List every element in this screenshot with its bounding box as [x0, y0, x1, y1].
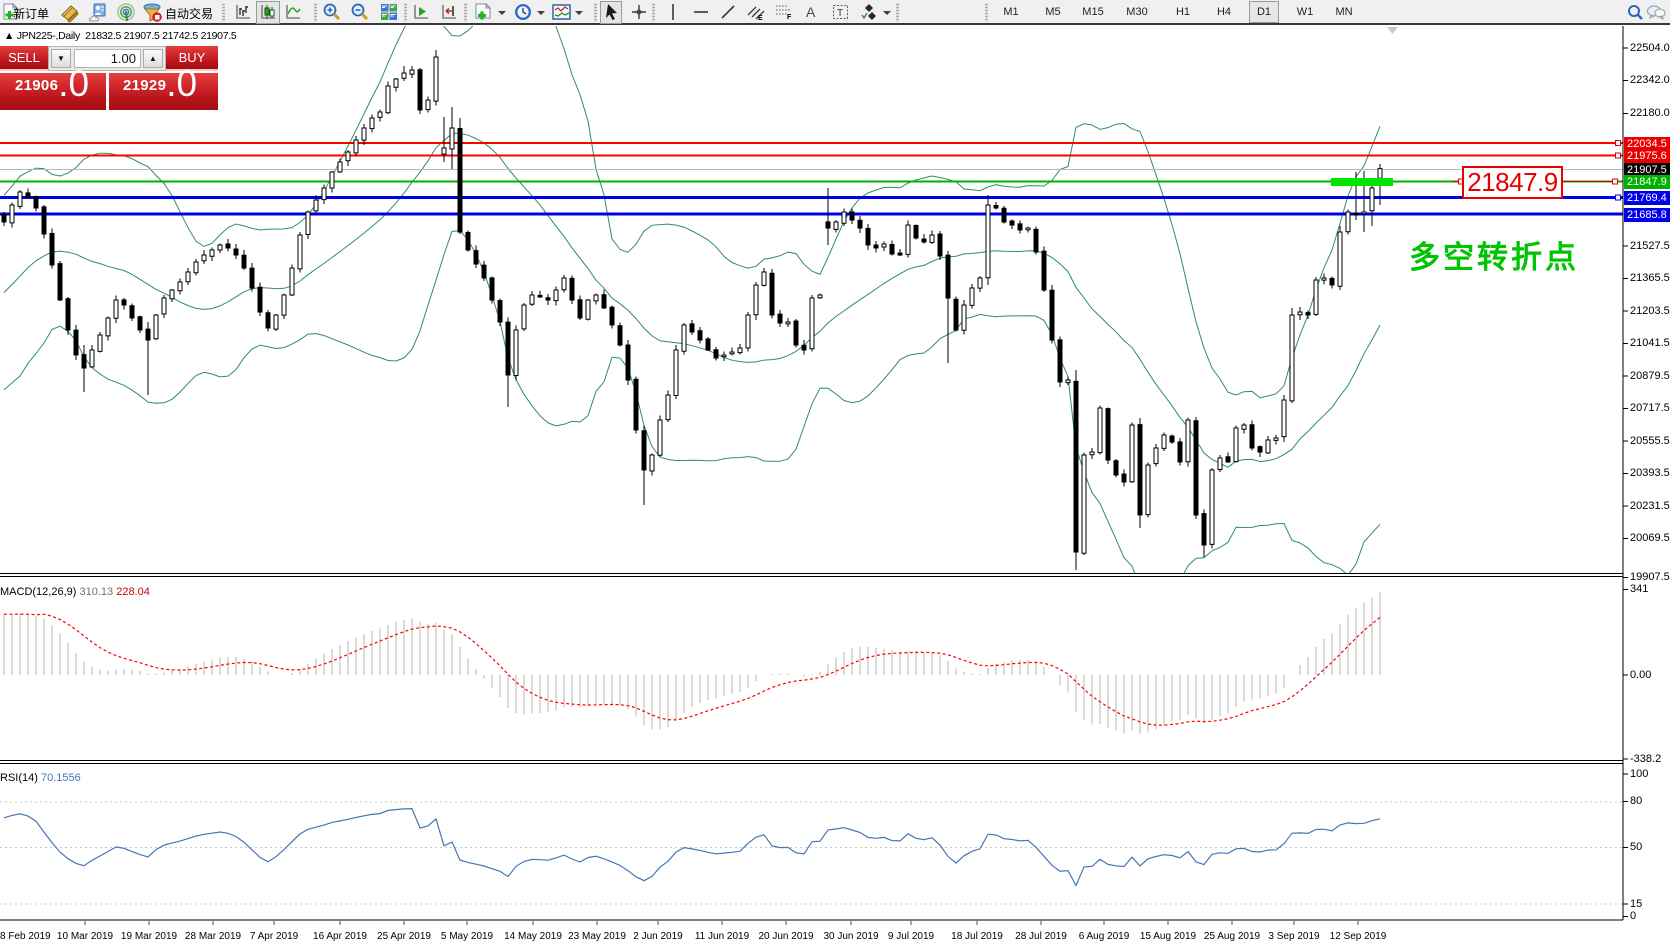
- svg-text:F: F: [787, 14, 792, 21]
- svg-text:T: T: [837, 8, 843, 19]
- svg-text:E: E: [758, 15, 763, 21]
